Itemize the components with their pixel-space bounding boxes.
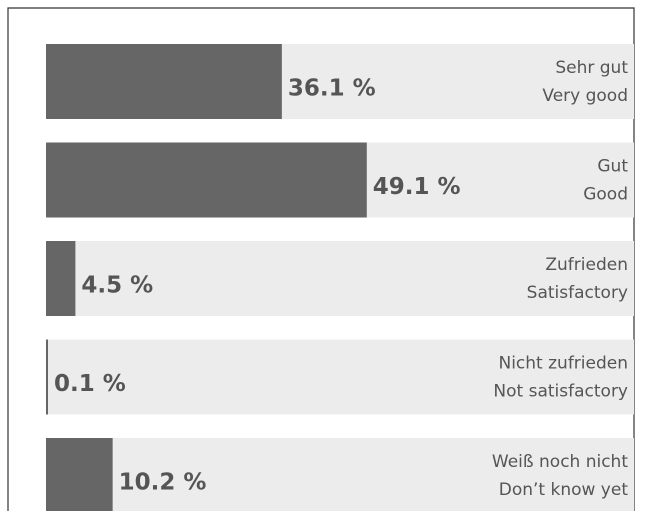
category-label: Don’t know yet: [499, 480, 629, 500]
category-label: Zufrieden: [545, 255, 628, 275]
value-label: 49.1 %: [373, 174, 461, 200]
bar: [46, 44, 282, 119]
value-label: 0.1 %: [54, 371, 126, 397]
category-label: Not satisfactory: [493, 382, 628, 402]
bar: [46, 241, 76, 316]
bar-track: [46, 241, 634, 316]
category-label: Good: [583, 185, 628, 205]
bar-track: [46, 438, 634, 511]
bar: [46, 142, 367, 218]
value-label: 4.5 %: [81, 273, 153, 299]
bar: [46, 438, 113, 511]
category-label: Gut: [597, 157, 628, 177]
category-label: Very good: [542, 86, 628, 106]
category-label: Nicht zufrieden: [498, 354, 628, 374]
category-label: Satisfactory: [527, 283, 628, 303]
bar-track: [46, 339, 634, 415]
category-label: Weiß noch nicht: [492, 452, 628, 472]
value-label: 10.2 %: [119, 470, 207, 496]
value-label: 36.1 %: [288, 76, 376, 102]
bar: [46, 339, 48, 415]
category-label: Sehr gut: [555, 58, 628, 78]
